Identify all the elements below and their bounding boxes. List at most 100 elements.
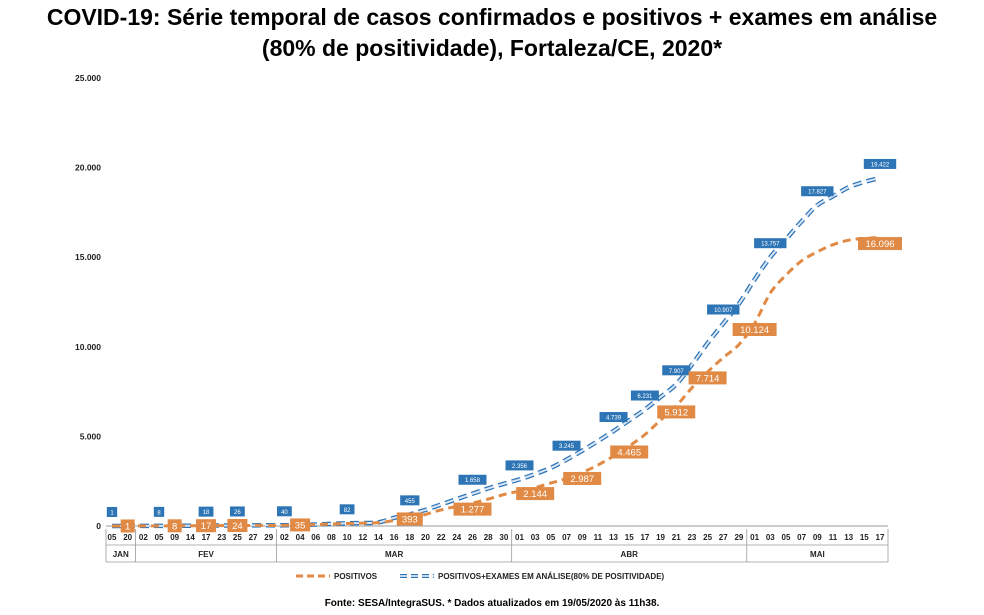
- data-label-positivos-box: [516, 487, 555, 501]
- data-label-exames: 6.231: [637, 394, 653, 400]
- data-label-exames: 8: [157, 510, 161, 516]
- x-tick-label: 29: [734, 533, 743, 542]
- month-label: MAI: [810, 550, 825, 559]
- data-label-exames: 40: [281, 510, 288, 516]
- x-tick-label: 02: [139, 533, 148, 542]
- month-label: MAR: [385, 550, 403, 559]
- data-label-exames: 4.739: [606, 416, 622, 422]
- data-label-positivos: 4.465: [617, 447, 641, 458]
- data-label-exames-box: [339, 504, 355, 515]
- legend: POSITIVOS POSITIVOS+EXAMES EM ANÁLISE(80%…: [296, 572, 665, 581]
- x-tick-label: 05: [108, 533, 117, 542]
- x-tick-label: 11: [829, 533, 838, 542]
- x-tick-label: 20: [421, 533, 430, 542]
- x-tick-label: 01: [515, 533, 524, 542]
- y-tick-label: 25.000: [75, 73, 101, 83]
- x-tick-label: 25: [233, 533, 242, 542]
- data-label-positivos: 2.987: [570, 474, 594, 485]
- x-tick-label: 03: [531, 533, 540, 542]
- series-positivos-line: [112, 236, 881, 528]
- data-label-exames: 3.245: [559, 444, 575, 450]
- x-tick-label: 11: [594, 533, 603, 542]
- x-tick-label: 02: [280, 533, 289, 542]
- x-tick-label: 12: [358, 533, 367, 542]
- legend-exames-label: POSITIVOS+EXAMES EM ANÁLISE(80% DE POSIT…: [438, 572, 665, 581]
- x-tick-label: 19: [656, 533, 665, 542]
- data-label-exames-box: [662, 365, 691, 376]
- x-tick-label: 01: [750, 533, 759, 542]
- month-label: JAN: [113, 550, 129, 559]
- legend-positivos-label: POSITIVOS: [334, 572, 378, 581]
- data-label-exames-box: [277, 506, 292, 517]
- x-tick-label: 30: [499, 533, 508, 542]
- data-labels: 1 8 18 26 40 824551.6582.3563.2454.7396.2317.…: [106, 158, 902, 533]
- x-tick-label: 22: [437, 533, 446, 542]
- data-label-exames: 1: [110, 510, 114, 516]
- x-tick-label: 05: [782, 533, 791, 542]
- x-tick-label: 17: [640, 533, 649, 542]
- data-label-positivos: 2.144: [523, 489, 547, 500]
- data-label-exames-box: [229, 506, 245, 517]
- chart-title-line2: (80% de positividade), Fortaleza/CE, 202…: [261, 35, 723, 61]
- x-tick-label: 05: [546, 533, 555, 542]
- data-label-positivos-box: [396, 512, 423, 526]
- data-label-exames-box: [198, 506, 214, 517]
- data-label-positivos-box: [563, 471, 602, 485]
- data-label-exames-box: [599, 412, 628, 423]
- data-label-positivos-box: [227, 518, 248, 532]
- x-tick-label: 25: [703, 533, 712, 542]
- y-tick-label: 0: [96, 521, 101, 531]
- data-label-exames: 7.907: [669, 369, 685, 375]
- x-tick-label: 15: [625, 533, 634, 542]
- series-exames-line-inner: [112, 177, 881, 527]
- data-label-positivos-box: [732, 323, 777, 337]
- x-tick-label: 09: [170, 533, 179, 542]
- x-tick-label: 23: [687, 533, 696, 542]
- data-label-positivos: 35: [295, 520, 306, 531]
- x-tick-label: 07: [797, 533, 806, 542]
- data-label-exames-box: [458, 474, 487, 485]
- y-tick-label: 15.000: [75, 252, 101, 262]
- x-tick-label: 29: [264, 533, 273, 542]
- x-tick-label: 27: [719, 533, 728, 542]
- x-tick-label: 28: [484, 533, 493, 542]
- x-tick-label: 05: [155, 533, 164, 542]
- data-label-positivos: 16.096: [865, 239, 894, 250]
- series-exames-line: [112, 175, 881, 529]
- data-label-positivos-box: [858, 237, 902, 251]
- data-label-exames-box: [106, 506, 118, 517]
- data-label-positivos-box: [657, 405, 696, 419]
- x-tick-label: 07: [562, 533, 571, 542]
- data-label-exames-box: [505, 460, 534, 471]
- data-label-exames: 455: [405, 499, 416, 505]
- data-label-positivos-box: [196, 519, 217, 533]
- x-axis: 05 20 02 05 09 14 17 23 25 27 29 02 04 06 08 10 12 14 16 18…: [105, 525, 889, 563]
- data-label-exames-box: [552, 440, 581, 451]
- x-tick-label: 16: [390, 533, 399, 542]
- data-label-exames-box: [801, 186, 834, 197]
- data-label-exames: 1.658: [465, 478, 481, 484]
- y-tick-label: 10.000: [75, 342, 101, 352]
- data-label-exames: 26: [234, 510, 241, 516]
- x-tick-label: 09: [578, 533, 587, 542]
- data-label-exames-box: [630, 390, 659, 401]
- x-tick-label: 24: [452, 533, 461, 542]
- x-tick-label: 14: [186, 533, 195, 542]
- x-tick-label: 04: [296, 533, 305, 542]
- x-tick-label: 26: [468, 533, 477, 542]
- x-tick-label: 27: [249, 533, 258, 542]
- x-tick-label: 20: [123, 533, 132, 542]
- month-label: FEV: [198, 550, 214, 559]
- y-axis: 0 5.000 10.000 15.000 20.000 25.000: [75, 73, 101, 531]
- data-label-positivos-box: [167, 519, 182, 533]
- data-label-positivos-box: [290, 518, 311, 532]
- data-label-exames-box: [400, 495, 420, 506]
- x-tick-label: 21: [672, 533, 681, 542]
- data-label-exames: 18: [203, 510, 210, 516]
- x-tick-label: 23: [217, 533, 226, 542]
- data-label-positivos-box: [610, 445, 649, 459]
- source-note: Fonte: SESA/IntegraSUS. * Dados atualiza…: [324, 598, 660, 609]
- data-label-exames: 19.422: [871, 162, 890, 168]
- x-tick-label: 06: [311, 533, 320, 542]
